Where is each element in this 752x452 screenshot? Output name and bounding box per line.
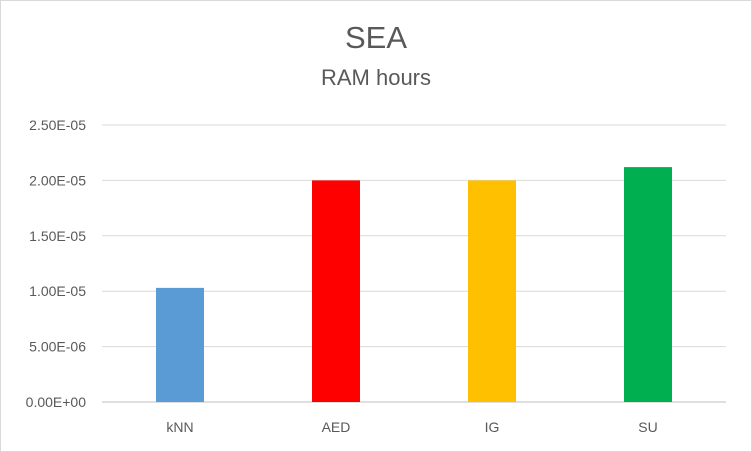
chart-title: SEA: [344, 20, 408, 55]
x-tick-label: SU: [638, 419, 657, 435]
x-tick-label: kNN: [166, 419, 193, 435]
bar-aed: [312, 180, 360, 402]
bars: [156, 167, 672, 402]
y-tick-label: 1.50E-05: [29, 228, 86, 244]
bar-knn: [156, 287, 204, 402]
bar-su: [624, 167, 672, 402]
x-tick-label: AED: [322, 419, 351, 435]
y-tick-label: 5.00E-06: [29, 339, 86, 355]
y-tick-label: 0.00E+00: [26, 394, 87, 410]
x-tick-label: IG: [485, 419, 500, 435]
bar-ig: [468, 180, 516, 402]
y-tick-label: 2.00E-05: [29, 172, 86, 188]
y-axis-ticks: 0.00E+00 5.00E-06 1.00E-05 1.50E-05 2.00E-05…: [26, 117, 87, 410]
y-tick-label: 2.50E-05: [29, 117, 86, 133]
y-tick-label: 1.00E-05: [29, 283, 86, 299]
gridlines: [102, 124, 726, 403]
chart-subtitle: RAM hours: [320, 65, 432, 90]
x-axis-ticks: kNN AED IG SU: [166, 419, 657, 435]
